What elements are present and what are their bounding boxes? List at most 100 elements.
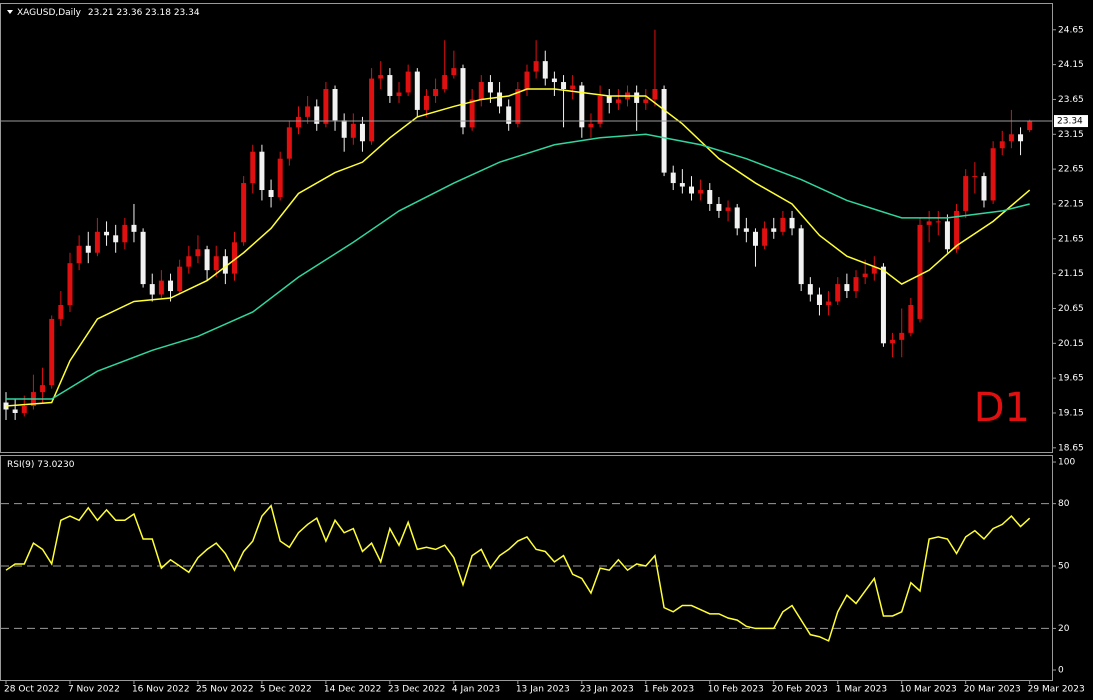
chart-header: XAGUSD,Daily 23.21 23.36 23.18 23.34	[17, 8, 200, 18]
x-tick-label: 16 Nov 2022	[132, 685, 190, 695]
x-tick-label: 20 Feb 2023	[772, 685, 828, 695]
x-tick-label: 28 Oct 2022	[4, 685, 60, 695]
moving-average	[6, 133, 1030, 400]
x-tick-label: 23 Jan 2023	[580, 685, 634, 695]
rsi-name: RSI(9)	[7, 460, 34, 470]
candle-body	[963, 176, 969, 211]
candle-body	[423, 95, 429, 110]
y-tick-label: 23.15	[1058, 130, 1084, 140]
candle-body	[542, 61, 548, 79]
candle-body	[21, 406, 27, 413]
candle-body	[12, 409, 18, 413]
menu-arrow	[7, 10, 13, 14]
candle-body	[597, 95, 603, 124]
candle-body	[707, 190, 713, 204]
candle-body	[725, 207, 731, 211]
x-tick-label: 25 Nov 2022	[196, 685, 254, 695]
x-tick-label: 1 Feb 2023	[644, 685, 694, 695]
x-tick-label: 14 Dec 2022	[324, 685, 382, 695]
rsi-value: 73.0230	[37, 460, 74, 470]
x-tick-label: 1 Mar 2023	[836, 685, 887, 695]
x-tick-label: 13 Jan 2023	[516, 685, 570, 695]
candle-body	[323, 89, 329, 124]
candle-body	[954, 210, 960, 250]
y-tick-label: 24.65	[1058, 25, 1084, 35]
candle-body	[204, 249, 210, 271]
rsi-tick-label: 0	[1058, 666, 1064, 676]
candle-body	[1027, 121, 1033, 131]
candle-body	[222, 256, 228, 274]
candle-body	[826, 301, 832, 305]
candle-body	[131, 224, 137, 232]
candle-body	[250, 151, 256, 184]
candle-body	[67, 263, 73, 305]
low-value: 23.18	[145, 8, 171, 18]
candle-body	[469, 99, 475, 128]
x-tick-label: 4 Jan 2023	[452, 685, 500, 695]
candle-body	[716, 203, 722, 211]
rsi-tick-label: 20	[1058, 624, 1070, 634]
candle-body	[899, 332, 905, 340]
candle-body	[314, 106, 320, 124]
rsi-tick-label: 100	[1058, 458, 1075, 468]
high-value: 23.36	[117, 8, 143, 18]
y-tick-label: 22.15	[1058, 199, 1084, 209]
candle-body	[762, 228, 768, 246]
candle-body	[378, 75, 384, 79]
candle-body	[990, 148, 996, 201]
x-tick-label: 29 Mar 2023	[1028, 685, 1085, 695]
x-tick-label: 7 Nov 2022	[68, 685, 120, 695]
candle-body	[168, 280, 174, 292]
candle-body	[588, 123, 594, 128]
candle-body	[85, 245, 91, 253]
candle-body	[1018, 134, 1024, 142]
candle-body	[890, 339, 896, 344]
candle-body	[104, 231, 110, 236]
candle-body	[49, 318, 55, 386]
y-tick-label: 21.15	[1058, 269, 1084, 279]
x-tick-label: 20 Mar 2023	[964, 685, 1021, 695]
rsi-line	[5, 504, 1031, 642]
candle-body	[579, 85, 585, 128]
open-value: 23.21	[88, 8, 114, 18]
rsi-tick-label: 50	[1058, 562, 1070, 572]
candle-body	[58, 304, 64, 319]
candle-body	[1008, 134, 1014, 142]
y-tick-label: 18.65	[1058, 443, 1084, 453]
candle-body	[259, 151, 265, 191]
candle-body	[643, 99, 649, 103]
candle-body	[679, 183, 685, 187]
candle-body	[743, 228, 749, 232]
candle-body	[515, 89, 521, 124]
candle-body	[442, 75, 448, 90]
candle-body	[880, 266, 886, 344]
candle-body	[981, 176, 987, 201]
candle-body	[387, 75, 393, 96]
candle-body	[853, 277, 859, 292]
candle-body	[506, 106, 512, 124]
candle-body	[359, 123, 365, 142]
candle-body	[789, 217, 795, 229]
candle-body	[113, 235, 119, 243]
candle-body	[533, 61, 539, 72]
x-tick-label: 10 Mar 2023	[900, 685, 957, 695]
candle-body	[414, 71, 420, 110]
candle-body	[816, 294, 822, 305]
candle-body	[944, 221, 950, 250]
candle-body	[752, 231, 758, 246]
candle-body	[615, 99, 621, 103]
candle-body	[689, 186, 694, 194]
candle-body	[972, 176, 978, 178]
candle-body	[734, 207, 740, 229]
candle-body	[698, 190, 704, 194]
rsi-header: RSI(9) 73.0230	[7, 460, 75, 470]
y-tick-label: 24.15	[1058, 60, 1084, 70]
candle-body	[670, 172, 676, 184]
x-tick-label: 10 Feb 2023	[708, 685, 764, 695]
candle-body	[524, 71, 530, 90]
candle-body	[771, 228, 777, 232]
y-tick-label: 22.65	[1058, 165, 1084, 175]
candle-body	[369, 78, 375, 142]
candle-body	[341, 120, 347, 138]
